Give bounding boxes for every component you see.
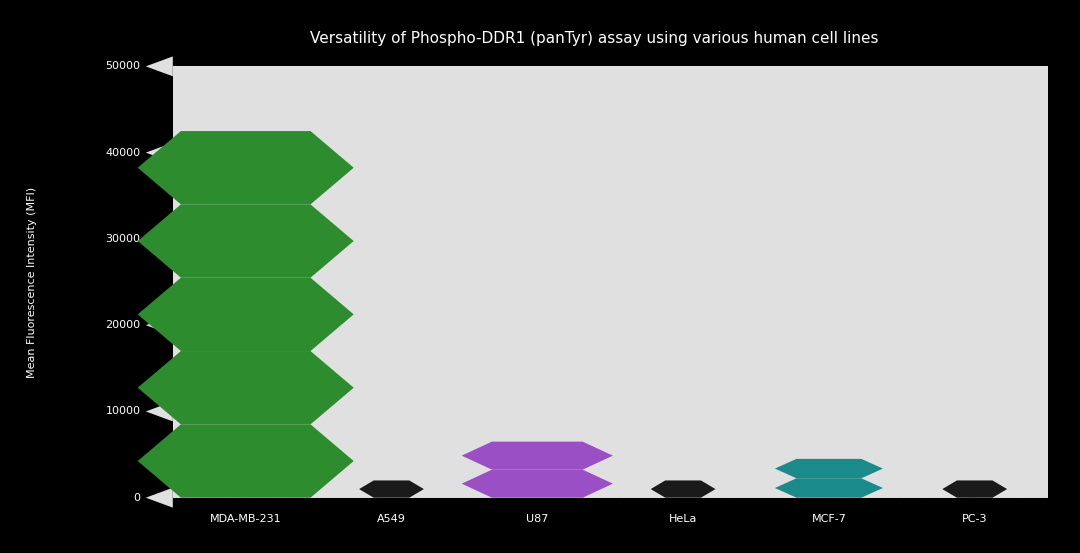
Text: MDA-MB-231: MDA-MB-231 [210,514,282,524]
Polygon shape [650,481,715,498]
Polygon shape [137,424,354,498]
Text: HeLa: HeLa [669,514,698,524]
Polygon shape [146,229,173,249]
Polygon shape [137,351,354,424]
Polygon shape [137,131,354,205]
Polygon shape [137,278,354,351]
Text: PC-3: PC-3 [962,514,987,524]
Text: Mean Fluorescence Intensity (MFI): Mean Fluorescence Intensity (MFI) [27,186,38,378]
Polygon shape [461,442,612,469]
Text: 50000: 50000 [106,61,140,71]
Text: 40000: 40000 [105,148,140,158]
Text: 0: 0 [134,493,140,503]
Text: 20000: 20000 [105,320,140,330]
Polygon shape [359,481,423,498]
Polygon shape [173,66,1048,498]
Text: 10000: 10000 [106,406,140,416]
Polygon shape [461,469,612,498]
Polygon shape [146,401,173,421]
Polygon shape [774,459,883,478]
Text: 30000: 30000 [106,234,140,244]
Polygon shape [173,66,1048,498]
Text: MCF-7: MCF-7 [811,514,847,524]
Text: Versatility of Phospho-DDR1 (panTyr) assay using various human cell lines: Versatility of Phospho-DDR1 (panTyr) ass… [310,31,878,46]
Polygon shape [146,143,173,163]
Text: U87: U87 [526,514,549,524]
Polygon shape [146,315,173,335]
Polygon shape [137,205,354,278]
Text: A549: A549 [377,514,406,524]
Polygon shape [774,478,883,498]
Polygon shape [146,56,173,76]
Polygon shape [942,481,1008,498]
Polygon shape [146,488,173,508]
